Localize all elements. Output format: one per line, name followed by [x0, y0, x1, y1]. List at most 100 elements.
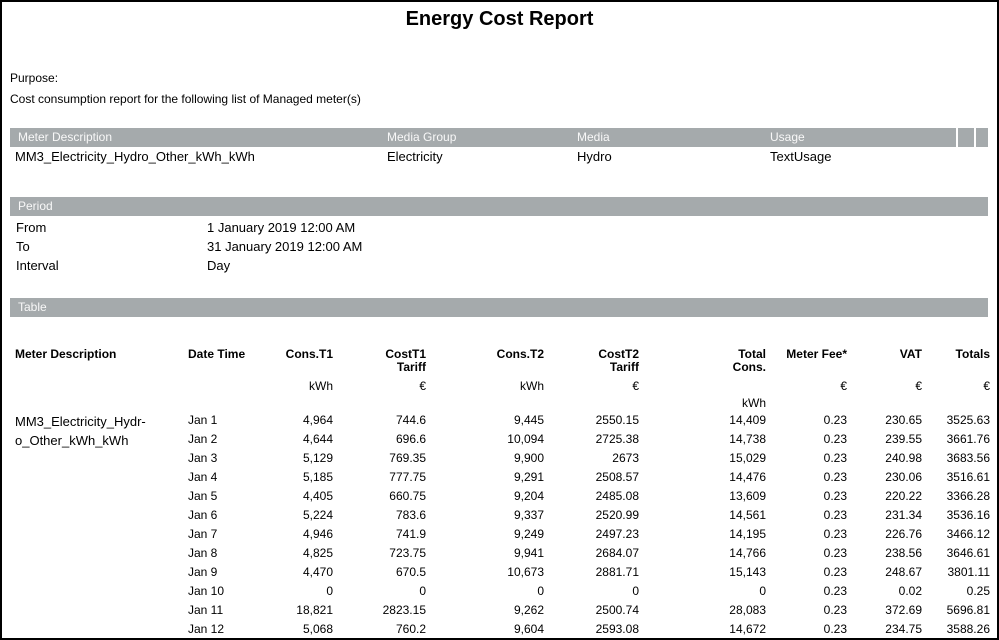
date-cell: Jan 5 [188, 489, 218, 503]
value-cell: 4,946 [302, 527, 333, 541]
value-cell: 220.22 [885, 489, 922, 503]
value-cell: 14,766 [729, 546, 766, 560]
value-cell: 13,609 [729, 489, 766, 503]
unit-vat: € [915, 379, 922, 393]
value-cell: 0 [419, 584, 426, 598]
value-cell: 231.34 [885, 508, 922, 522]
table-row: Jan 6 5,224 783.6 9,337 2520.99 14,561 0.23 231… [11, 506, 990, 525]
value-cell: 5,129 [302, 451, 333, 465]
value-cell: 2673 [612, 451, 639, 465]
table-row: Jan 1 4,964 744.6 9,445 2550.15 14,409 0.23 230… [11, 411, 990, 430]
value-cell: 777.75 [389, 470, 426, 484]
value-cell: 0.23 [823, 584, 847, 598]
unit-cons-t1: kWh [309, 379, 333, 393]
table-row: Jan 10 0 0 0 0 0 0.23 0.02 0.25 [11, 582, 990, 601]
value-cell: 9,204 [513, 489, 544, 503]
column-units-row-2: kWh [11, 397, 990, 411]
value-cell: 18,821 [296, 603, 333, 617]
value-cell: 0.23 [823, 489, 847, 503]
value-cell: 9,445 [513, 413, 544, 427]
unit-cons-t2: kWh [520, 379, 544, 393]
meter-cell [11, 620, 187, 638]
value-cell: 9,262 [513, 603, 544, 617]
value-cell: 234.75 [885, 622, 922, 636]
col-cost-t2: CostT2 Tariff [598, 347, 639, 374]
value-cell: 3525.63 [946, 413, 990, 427]
table-row: Jan 8 4,825 723.75 9,941 2684.07 14,766 0.23 23… [11, 544, 990, 563]
value-cell: 9,249 [513, 527, 544, 541]
value-cell: 744.6 [395, 413, 426, 427]
date-cell: Jan 1 [188, 413, 218, 427]
value-cell: 372.69 [885, 603, 922, 617]
col-cons-t1: Cons.T1 [285, 347, 333, 361]
value-cell: 2881.71 [595, 565, 639, 579]
period-interval-label: Interval [16, 258, 59, 273]
value-cell: 14,672 [729, 622, 766, 636]
value-cell: 9,900 [513, 451, 544, 465]
meter-cell [11, 525, 187, 544]
value-cell: 0 [632, 584, 639, 598]
value-cell: 3683.56 [946, 451, 990, 465]
usage-value: TextUsage [770, 149, 832, 164]
meter-cell [11, 506, 187, 525]
value-cell: 14,561 [729, 508, 766, 522]
value-cell: 660.75 [389, 489, 426, 503]
value-cell: 10,673 [507, 565, 544, 579]
value-cell: 0.23 [823, 451, 847, 465]
value-cell: 0 [759, 584, 766, 598]
period-to-value: 31 January 2019 12:00 AM [207, 239, 363, 254]
value-cell: 0.23 [823, 508, 847, 522]
date-cell: Jan 4 [188, 470, 218, 484]
value-cell: 769.35 [389, 451, 426, 465]
table-rows: Jan 1 4,964 744.6 9,445 2550.15 14,409 0.23 230… [11, 411, 990, 638]
value-cell: 2508.57 [595, 470, 639, 484]
meter-cell [11, 487, 187, 506]
col-vat: VAT [899, 347, 922, 361]
meter-description-header: Meter Description [18, 130, 113, 144]
value-cell: 15,029 [729, 451, 766, 465]
date-cell: Jan 11 [188, 603, 224, 617]
value-cell: 9,337 [513, 508, 544, 522]
value-cell: 5696.81 [946, 603, 990, 617]
value-cell: 5,224 [302, 508, 333, 522]
col-meter-description: Meter Description [15, 347, 117, 361]
table-row: Jan 9 4,470 670.5 10,673 2881.71 15,143 0.23 24… [11, 563, 990, 582]
table-section-bar: Table [10, 298, 988, 317]
meter-table-header-bar: Meter Description Media Group Media Usag… [10, 128, 988, 147]
value-cell: 14,195 [729, 527, 766, 541]
value-cell: 0 [537, 584, 544, 598]
date-cell: Jan 3 [188, 451, 218, 465]
media-value: Hydro [577, 149, 612, 164]
period-from-value: 1 January 2019 12:00 AM [207, 220, 356, 235]
date-cell: Jan 8 [188, 546, 218, 560]
date-cell: Jan 9 [188, 565, 218, 579]
value-cell: 723.75 [389, 546, 426, 560]
value-cell: 28,083 [729, 603, 766, 617]
table-section-label: Table [18, 300, 47, 314]
table-row: Jan 5 4,405 660.75 9,204 2485.08 13,609 0.23 22… [11, 487, 990, 506]
meter-cell [11, 563, 187, 582]
value-cell: 2497.23 [595, 527, 639, 541]
date-cell: Jan 7 [188, 527, 218, 541]
purpose-label: Purpose: [10, 71, 59, 85]
table-row: Jan 2 4,644 696.6 10,094 2725.38 14,738 0.23 23… [11, 430, 990, 449]
meter-cell [11, 449, 187, 468]
table-row: Jan 11 18,821 2823.15 9,262 2500.74 28,083 0.2… [11, 601, 990, 620]
purpose-text: Cost consumption report for the followin… [10, 92, 361, 106]
page-title: Energy Cost Report [405, 8, 594, 30]
value-cell: 14,476 [729, 470, 766, 484]
value-cell: 4,644 [302, 432, 333, 446]
col-cons-t2: Cons.T2 [496, 347, 544, 361]
value-cell: 4,470 [302, 565, 333, 579]
column-names-row: Meter Description Date Time Cons.T1 Cost… [11, 348, 990, 380]
bar-separator [956, 128, 958, 147]
value-cell: 15,143 [729, 565, 766, 579]
value-cell: 2485.08 [595, 489, 639, 503]
usage-header: Usage [770, 130, 805, 144]
value-cell: 2725.38 [595, 432, 639, 446]
media-group-value: Electricity [387, 149, 443, 164]
value-cell: 230.65 [885, 413, 922, 427]
value-cell: 4,825 [302, 546, 333, 560]
value-cell: 0.23 [823, 565, 847, 579]
date-cell: Jan 2 [188, 432, 218, 446]
